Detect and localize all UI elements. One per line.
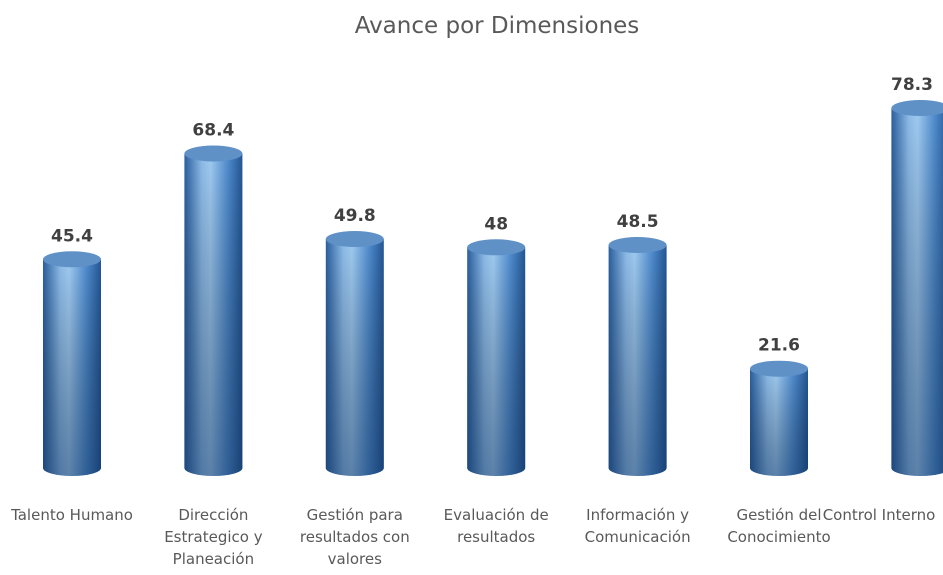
cylinder-top xyxy=(467,239,526,256)
cylinder xyxy=(43,251,101,476)
cylinder-shade xyxy=(608,245,667,476)
cylinder-shade xyxy=(891,108,943,476)
value-label: 48.5 xyxy=(617,212,659,232)
x-tick-label: Gestión del Conocimiento xyxy=(727,506,831,546)
cylinder-shade xyxy=(467,247,526,476)
x-tick-label: Dirección Estrategico y Planeación xyxy=(164,506,263,568)
cylinder xyxy=(467,239,526,476)
value-label: 45.4 xyxy=(51,226,93,246)
cylinder-shade xyxy=(325,239,384,476)
x-tick-label: Gestión para resultados con valores xyxy=(299,506,410,568)
value-label: 68.4 xyxy=(192,121,234,141)
x-tick-label: Evaluación de resultados xyxy=(443,506,549,546)
x-tick-label: Información y Comunicación xyxy=(584,506,691,546)
cylinder-top xyxy=(184,145,243,162)
cylinder-top xyxy=(891,100,943,116)
cylinder-top xyxy=(750,360,808,377)
x-tick-label: Talento Humano xyxy=(11,506,133,524)
value-label: 78.3 xyxy=(891,75,933,95)
cylinder xyxy=(608,237,667,476)
cylinder-top xyxy=(325,231,384,248)
cylinder xyxy=(184,145,243,476)
cylinder-shade xyxy=(184,153,243,476)
cylinder xyxy=(891,100,943,476)
cylinder-top xyxy=(43,251,101,268)
value-label: 21.6 xyxy=(758,336,800,356)
cylinder xyxy=(325,231,384,476)
value-label: 49.8 xyxy=(334,206,376,226)
x-tick-label: Control Interno xyxy=(822,506,936,524)
chart-title: Avance por Dimensiones xyxy=(355,13,640,39)
value-label: 48 xyxy=(484,214,508,234)
cylinder-shade xyxy=(750,368,808,476)
cylinder-shade xyxy=(43,259,101,476)
cylinder-top xyxy=(608,237,667,254)
cylinder xyxy=(750,360,808,476)
